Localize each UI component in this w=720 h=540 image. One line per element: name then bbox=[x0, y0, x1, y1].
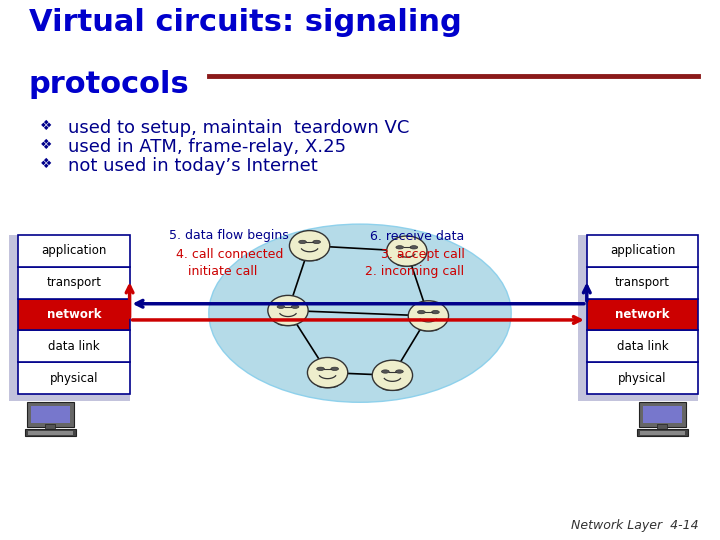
Text: Virtual circuits: signaling: Virtual circuits: signaling bbox=[29, 8, 462, 37]
Bar bbox=[45, 424, 55, 431]
Ellipse shape bbox=[312, 240, 320, 244]
Text: 3. accept call: 3. accept call bbox=[381, 248, 464, 261]
Text: transport: transport bbox=[46, 276, 102, 289]
Ellipse shape bbox=[396, 246, 404, 249]
Ellipse shape bbox=[418, 310, 426, 314]
Bar bbox=[18, 299, 130, 330]
Ellipse shape bbox=[397, 262, 417, 266]
Text: physical: physical bbox=[50, 372, 98, 385]
Bar bbox=[637, 429, 688, 436]
Bar bbox=[587, 299, 698, 330]
Ellipse shape bbox=[291, 305, 299, 308]
Bar bbox=[18, 235, 130, 267]
Circle shape bbox=[307, 357, 348, 388]
Bar bbox=[587, 235, 698, 267]
Bar bbox=[643, 406, 683, 423]
Ellipse shape bbox=[278, 321, 298, 326]
Text: network: network bbox=[47, 308, 101, 321]
Ellipse shape bbox=[300, 256, 320, 261]
Bar bbox=[587, 330, 698, 362]
Ellipse shape bbox=[410, 246, 418, 249]
Text: data link: data link bbox=[48, 340, 99, 353]
Ellipse shape bbox=[382, 386, 402, 390]
Text: 4. call connected: 4. call connected bbox=[176, 248, 284, 261]
Bar bbox=[25, 429, 76, 436]
Text: 6. receive data: 6. receive data bbox=[370, 230, 464, 242]
Circle shape bbox=[387, 236, 427, 266]
Text: ❖: ❖ bbox=[40, 138, 52, 152]
Bar bbox=[657, 424, 667, 431]
Text: not used in today’s Internet: not used in today’s Internet bbox=[68, 157, 318, 174]
Bar bbox=[639, 402, 686, 427]
Text: ❖: ❖ bbox=[40, 119, 52, 133]
Ellipse shape bbox=[431, 310, 439, 314]
Text: used in ATM, frame-relay, X.25: used in ATM, frame-relay, X.25 bbox=[68, 138, 346, 156]
Bar bbox=[587, 267, 698, 299]
Circle shape bbox=[268, 295, 308, 326]
Circle shape bbox=[289, 231, 330, 261]
Circle shape bbox=[372, 360, 413, 390]
Bar bbox=[28, 431, 73, 435]
Text: application: application bbox=[41, 244, 107, 258]
Text: ❖: ❖ bbox=[40, 157, 52, 171]
FancyBboxPatch shape bbox=[578, 235, 698, 401]
Bar bbox=[27, 402, 74, 427]
Text: physical: physical bbox=[618, 372, 667, 385]
Text: transport: transport bbox=[615, 276, 670, 289]
Bar bbox=[587, 362, 698, 394]
Circle shape bbox=[408, 301, 449, 331]
Text: 2. incoming call: 2. incoming call bbox=[365, 265, 464, 278]
Ellipse shape bbox=[418, 327, 438, 331]
Bar bbox=[30, 406, 71, 423]
Bar bbox=[18, 267, 130, 299]
Text: Network Layer  4-14: Network Layer 4-14 bbox=[571, 519, 698, 532]
Text: 5. data flow begins: 5. data flow begins bbox=[169, 230, 289, 242]
Bar bbox=[18, 362, 130, 394]
Ellipse shape bbox=[395, 370, 403, 373]
Bar bbox=[640, 431, 685, 435]
Ellipse shape bbox=[318, 383, 338, 388]
Ellipse shape bbox=[330, 367, 338, 370]
Text: application: application bbox=[610, 244, 675, 258]
Ellipse shape bbox=[299, 240, 307, 244]
Text: data link: data link bbox=[617, 340, 668, 353]
Ellipse shape bbox=[277, 305, 285, 308]
Ellipse shape bbox=[317, 367, 325, 370]
Text: protocols: protocols bbox=[29, 70, 189, 99]
Text: network: network bbox=[616, 308, 670, 321]
FancyBboxPatch shape bbox=[9, 235, 130, 401]
Bar bbox=[18, 330, 130, 362]
Text: used to setup, maintain  teardown VC: used to setup, maintain teardown VC bbox=[68, 119, 410, 137]
Ellipse shape bbox=[209, 224, 511, 402]
Ellipse shape bbox=[382, 370, 390, 373]
Text: initiate call: initiate call bbox=[176, 265, 258, 278]
